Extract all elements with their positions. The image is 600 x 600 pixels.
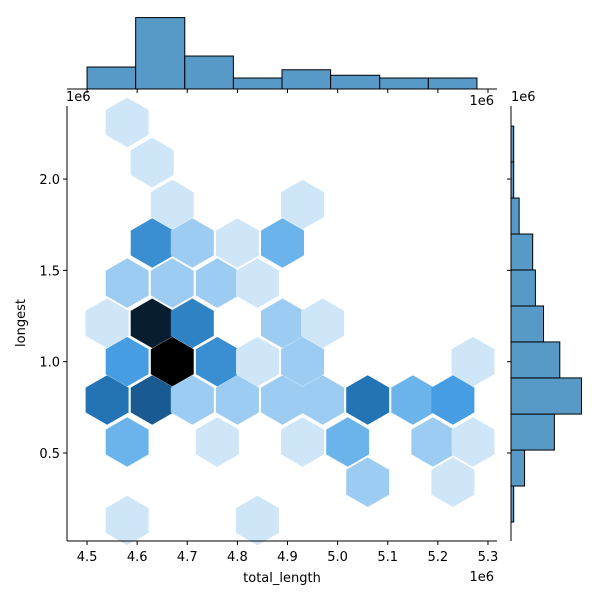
- hexbin-cell: [236, 258, 279, 308]
- y-tick-label: 0.5: [39, 447, 60, 462]
- histogram-bar: [510, 305, 545, 343]
- histogram-bar: [510, 449, 526, 487]
- y-axis-label: longest: [14, 299, 29, 347]
- histogram-bar: [427, 77, 478, 90]
- hexbin-cell: [150, 179, 194, 230]
- offset-text: 1e6: [66, 90, 91, 105]
- y-tick-label: 2.0: [39, 173, 60, 188]
- offset-text: 1e6: [469, 570, 494, 585]
- hexbin-cell: [105, 258, 149, 308]
- y-tick-label: 1.0: [39, 356, 60, 371]
- histogram-bar: [135, 17, 186, 90]
- hexbin-cell: [411, 417, 455, 467]
- hexbin-cell: [431, 457, 475, 507]
- x-tick-label: 5.2: [428, 550, 449, 565]
- histogram-bar: [86, 66, 137, 90]
- y-tick-label: 1.5: [39, 264, 60, 279]
- hexbin-cell: [301, 298, 345, 349]
- x-tick-label: 4.6: [127, 550, 148, 565]
- x-tick-label: 5.0: [327, 550, 348, 565]
- hexbin-cell: [150, 336, 194, 387]
- hexbin-cell: [85, 375, 129, 425]
- hexbin-cell: [326, 417, 370, 467]
- hexbin-cell: [105, 417, 149, 467]
- histogram-bar: [379, 77, 429, 90]
- hexbin-cell: [105, 495, 149, 546]
- hexbin-cell: [236, 336, 279, 387]
- hexbin-cell: [281, 417, 324, 467]
- hexbin-cell: [130, 218, 174, 268]
- hexbin-cell: [215, 218, 259, 268]
- histogram-bar: [510, 269, 536, 307]
- histogram-bar: [510, 233, 534, 271]
- x-tick-label: 5.1: [377, 550, 398, 565]
- hexbin-cell: [236, 495, 279, 546]
- axes-layer: 4.5 4.6 4.7 4.8 4.9 5.0 5.1 5.2 5.3 0.5 1.0 1.5 2.0: [39, 88, 512, 565]
- x-tick-label: 4.8: [227, 550, 248, 565]
- hexbin-cell: [85, 298, 129, 349]
- offset-text: 1e6: [511, 90, 536, 105]
- hexbin-cell: [301, 375, 345, 425]
- x-axis-label: total_length: [243, 571, 321, 586]
- hexbin-cell: [105, 336, 149, 387]
- histogram-bar: [232, 77, 283, 90]
- hexbin-cell: [451, 417, 495, 467]
- x-tick-label: 4.5: [77, 550, 98, 565]
- hexbin-cell: [281, 336, 324, 387]
- hexbin-cell: [391, 375, 435, 425]
- hexbin-cell: [195, 258, 239, 308]
- hexbin-cell: [130, 137, 174, 188]
- hexbin-cell: [105, 97, 149, 148]
- hexbin-cell: [281, 179, 324, 230]
- hexbin-cell: [451, 336, 495, 387]
- hexbin-cell: [150, 258, 194, 308]
- hexbin-cell: [130, 375, 174, 425]
- hexbin-cell: [170, 218, 214, 268]
- histogram-bar: [184, 55, 234, 90]
- histogram-bar: [510, 197, 520, 235]
- x-tick-label: 4.9: [277, 550, 298, 565]
- histogram-bar: [510, 377, 582, 415]
- x-tick-label: 5.3: [478, 550, 499, 565]
- offset-text: 1e6: [469, 94, 494, 109]
- hexbin-cell: [170, 375, 214, 425]
- histogram-bar: [281, 69, 332, 90]
- hexbin-cell: [215, 375, 259, 425]
- hexbin-cell: [195, 336, 239, 387]
- hexbin-cell: [261, 218, 304, 268]
- hexbin-cell: [195, 417, 239, 467]
- histogram-bar: [510, 413, 555, 451]
- histogram-bar: [330, 74, 381, 90]
- histogram-bar: [510, 341, 561, 379]
- hexbin-cell: [346, 375, 390, 425]
- histogram-layer: [86, 17, 582, 523]
- hexbin-cell: [431, 375, 475, 425]
- hexbin-cell: [261, 375, 304, 425]
- hexbin-cell: [346, 457, 390, 507]
- hexbin-layer: [85, 97, 495, 546]
- x-tick-label: 4.7: [177, 550, 198, 565]
- hexbin-cell: [130, 298, 174, 349]
- hexbin-cell: [170, 298, 214, 349]
- hexbin-cell: [261, 298, 304, 349]
